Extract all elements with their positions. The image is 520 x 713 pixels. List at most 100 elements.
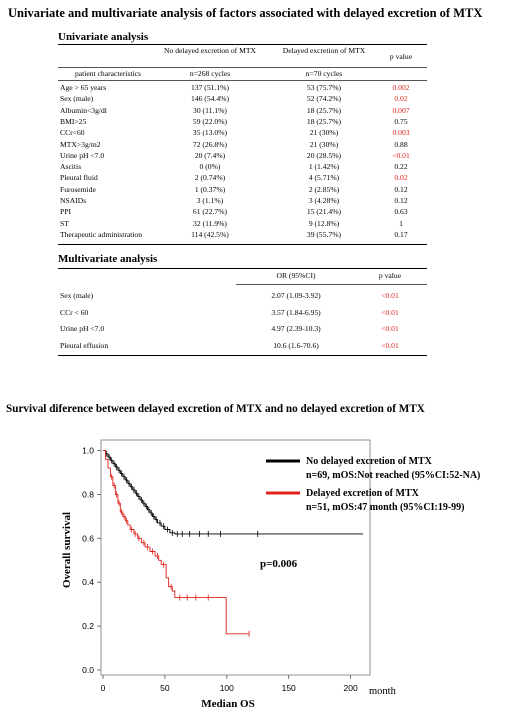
col-p-header-mv: p value	[378, 271, 402, 280]
uni-row-p-value: 0.75	[394, 116, 408, 126]
uni-row-name: Furosemide	[60, 184, 96, 194]
y-tick-label: 1.0	[82, 446, 94, 456]
uni-row-delay: 21 (30%)	[309, 128, 339, 138]
uni-row-no-delay: 146 (54.4%)	[191, 94, 229, 104]
uni-row-delay: 18 (25.7%)	[306, 116, 342, 126]
uni-row-p-value: 0.007	[392, 105, 410, 115]
uni-row-p-value: 0.02	[394, 94, 408, 104]
page-title: Univariate and multivariate analysis of …	[8, 6, 483, 20]
uni-row-p-value: 0.003	[392, 128, 410, 138]
mv-row-or: 4.97 (2.39-10.3)	[271, 324, 321, 333]
uni-row-name: BMI>25	[60, 116, 87, 126]
uni-row-no-delay: 0 (0%)	[199, 162, 221, 172]
legend-series-name: No delayed excretion of MTX	[306, 456, 433, 467]
survival-title: Survival diference between delayed excre…	[6, 403, 425, 415]
y-axis-label: Overall survival	[61, 512, 73, 588]
y-tick-label: 0.4	[82, 577, 94, 587]
n-no-delay: n=268 cycles	[189, 69, 231, 78]
uni-row-no-delay: 20 (7.4%)	[194, 150, 226, 160]
mv-row-p-value: <0.01	[381, 291, 399, 300]
uni-row-no-delay: 137 (51.1%)	[191, 83, 229, 92]
uni-row-p-value: 0.02	[394, 173, 408, 183]
uni-row-name: Sex (male)	[60, 94, 94, 104]
mv-row-name: CCr < 60	[60, 307, 89, 317]
uni-row-name: Therapeutic administration	[60, 229, 143, 239]
row-header: patient characteristics	[75, 69, 141, 78]
legend-series-name: Delayed excretion of MTX	[306, 488, 420, 499]
y-tick-label: 0.8	[82, 489, 94, 499]
plot-frame	[100, 439, 371, 676]
mv-row-p-value: <0.01	[381, 340, 399, 350]
univariate-bottom-rule	[58, 244, 427, 245]
univariate-heading: Univariate analysis	[58, 31, 149, 43]
y-tick-label: 0.2	[82, 621, 94, 631]
uni-row-delay: 3 (4.28%)	[308, 196, 340, 205]
uni-row-p-value: 0.002	[392, 83, 410, 92]
uni-row-p-value: 0.88	[394, 139, 408, 149]
multivariate-bottom-rule	[58, 355, 427, 356]
uni-row-delay: 53 (75.7%)	[306, 83, 342, 92]
x-tick-label: 200	[344, 683, 358, 693]
n-delay: n=70 cycles	[305, 69, 343, 78]
mv-row-p-value: <0.01	[381, 324, 399, 333]
uni-row-no-delay: 1 (0.37%)	[194, 184, 226, 194]
uni-row-name: Albumin<3g/dl	[60, 105, 107, 115]
uni-row-name: CCr<60	[60, 128, 85, 138]
univariate-top-rule	[58, 44, 427, 45]
uni-row-delay: 20 (28.5%)	[306, 150, 342, 160]
uni-row-delay: 52 (74.2%)	[306, 94, 342, 104]
uni-row-no-delay: 32 (11.9%)	[193, 218, 227, 228]
uni-row-name: Urine pH <7.0	[60, 150, 105, 160]
x-axis-label: Median OS	[201, 698, 254, 710]
uni-row-delay: 21 (30%)	[309, 139, 339, 149]
uni-row-name: Ascitis	[60, 162, 82, 172]
uni-row-delay: 39 (55.7%)	[306, 229, 342, 239]
uni-row-no-delay: 35 (13.0%)	[192, 128, 228, 138]
chart-series	[103, 450, 363, 637]
mv-row-p-value: <0.01	[381, 307, 399, 317]
y-tick-label: 0.6	[82, 533, 94, 543]
uni-row-p-value: 0.22	[394, 162, 408, 172]
x-tick-label: 50	[160, 683, 170, 693]
legend-series-detail: n=69, mOS:Not reached (95%CI:52-NA)	[306, 470, 480, 481]
uni-row-p-value: 0.12	[394, 184, 408, 194]
uni-row-name: Pleural fluid	[60, 173, 98, 183]
uni-row-no-delay: 61 (22.7%)	[192, 207, 228, 217]
km-curve-series-1	[103, 450, 250, 635]
y-tick-label: 0.0	[82, 665, 94, 675]
chart-axes: 0.0 0.2 0.4 0.6 0.8 1.0 0 50 100 150 200	[82, 439, 371, 693]
uni-row-no-delay: 3 (1.1%)	[196, 196, 224, 205]
uni-row-no-delay: 59 (22.0%)	[192, 116, 228, 126]
mv-row-name: Pleural effusion	[60, 340, 109, 350]
uni-row-p-value: 1	[399, 218, 403, 228]
uni-row-delay: 15 (21.4%)	[306, 207, 342, 217]
uni-row-name: NSAIDs	[60, 196, 87, 205]
uni-row-no-delay: 72 (26.8%)	[192, 139, 228, 149]
col-delay-header: Delayed excretion of MTX	[282, 46, 366, 55]
multivariate-top-rule	[58, 268, 427, 269]
uni-row-no-delay: 30 (11.1%)	[193, 105, 227, 115]
mv-row-name: Urine pH <7.0	[60, 324, 105, 333]
legend-series-detail: n=51, mOS:47 month (95%CI:19-99)	[306, 502, 464, 513]
uni-row-p-value: 0.63	[394, 207, 408, 217]
mv-row-or: 10.6 (1.6-70.6)	[273, 340, 319, 350]
uni-row-p-value: 0.12	[394, 196, 408, 205]
p-value-annotation: p=0.006	[260, 558, 298, 570]
chart-legend: No delayed excretion of MTX n=69, mOS:Not…	[266, 456, 480, 513]
uni-row-delay: 1 (1.42%)	[308, 162, 340, 172]
x-tick-label: 100	[220, 683, 234, 693]
col-or-header: OR (95%CI)	[276, 271, 316, 280]
uni-row-no-delay: 114 (42.5%)	[191, 229, 229, 239]
uni-row-name: MTX>3g/m2	[60, 139, 101, 149]
uni-row-p-value: 0.17	[394, 229, 408, 239]
x-tick-label: 150	[282, 683, 296, 693]
uni-row-name: Age > 65 years	[60, 83, 107, 92]
x-tick-label: 0	[101, 683, 106, 693]
mv-row-or: 3.57 (1.84-6.95)	[271, 307, 321, 317]
x-axis-unit: month	[369, 686, 397, 697]
uni-row-name: ST	[60, 218, 69, 228]
uni-row-p-value: <0.01	[392, 150, 410, 160]
uni-row-delay: 2 (2.85%)	[308, 184, 340, 194]
mv-row-or: 2.07 (1.09-3.92)	[271, 291, 321, 300]
